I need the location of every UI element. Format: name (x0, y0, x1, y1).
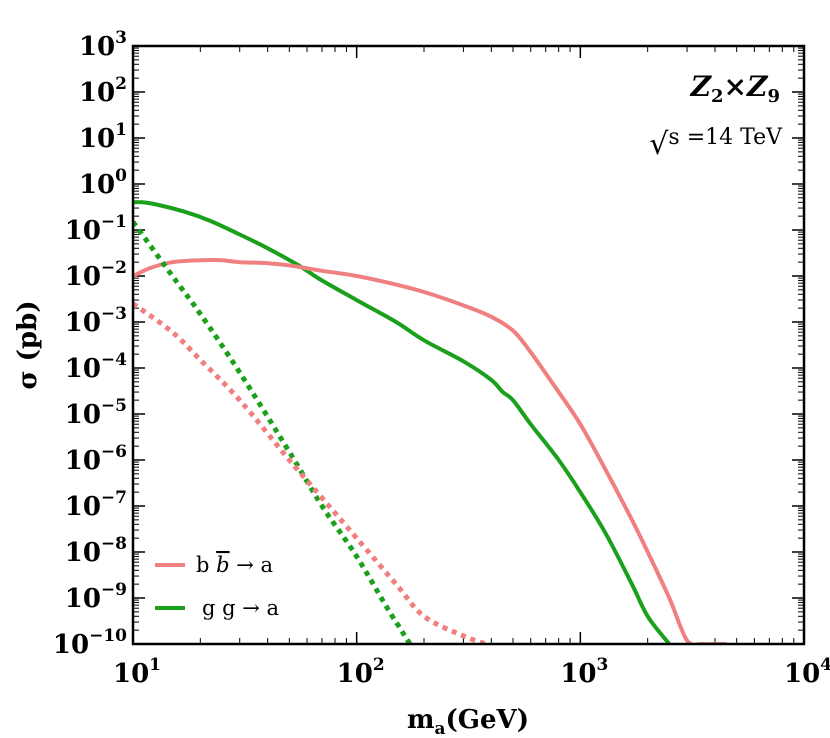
plot-frame (131, 44, 806, 646)
series-gg-dotted (133, 220, 454, 644)
y-tick-base: 10 (65, 308, 101, 338)
y-tick-exponent: −3 (101, 304, 127, 324)
y-tick-label: 10−9 (65, 580, 127, 614)
y-tick-label: 101 (79, 120, 127, 154)
y-tick-base: 10 (65, 400, 101, 430)
curves (133, 200, 727, 644)
y-tick-exponent: 0 (115, 166, 127, 186)
y-tick-label: 102 (79, 74, 127, 108)
legend-label-bb: b b → a (196, 553, 273, 577)
legend: b b → a g g → a (155, 553, 279, 620)
y-tick-exponent: −1 (101, 212, 127, 232)
legend-label-gg: g g → a (202, 596, 279, 620)
x-axis-title: ma(GeV) (407, 705, 529, 738)
x-tick-exponent: 3 (597, 655, 609, 675)
energy-s: s (668, 125, 679, 150)
x-axis-title-sub: a (434, 719, 445, 738)
y-tick-base: 10 (65, 584, 101, 614)
series-gg-solid (133, 200, 671, 644)
y-tick-base: 10 (79, 32, 115, 62)
y-tick-base: 10 (79, 78, 115, 108)
model-z1: Z (690, 70, 713, 103)
y-tick-exponent: −2 (101, 258, 127, 278)
legend-gg-text: g g → a (202, 596, 279, 620)
series-bb-dotted (133, 301, 488, 644)
x-tick-label: 101 (113, 655, 161, 689)
y-tick-base: 10 (65, 538, 101, 568)
y-tick-label: 10−4 (65, 350, 127, 384)
x-tick-label: 103 (560, 655, 608, 689)
y-tick-exponent: −5 (101, 396, 127, 416)
y-tick-exponent: −6 (101, 442, 127, 462)
x-tick-exponent: 1 (149, 655, 161, 675)
model-times: × (724, 70, 747, 103)
x-tick-base: 10 (784, 659, 820, 689)
y-tick-base: 10 (65, 492, 101, 522)
model-z2: Z (746, 70, 769, 103)
y-tick-exponent: −10 (89, 626, 127, 646)
model-annotation: Z2×Z9 (690, 70, 780, 107)
y-tick-label: 10−5 (65, 396, 127, 430)
x-tick-label: 102 (337, 655, 385, 689)
series-bb-solid (133, 257, 727, 644)
y-tick-exponent: −4 (101, 350, 127, 370)
x-tick-base: 10 (560, 659, 596, 689)
energy-annotation: √s =14 TeV (649, 125, 783, 162)
y-tick-label: 10−2 (65, 258, 127, 292)
y-tick-label: 10−1 (65, 212, 127, 246)
y-tick-label: 10−3 (65, 304, 127, 338)
y-tick-exponent: 2 (115, 74, 127, 94)
x-tick-base: 10 (337, 659, 373, 689)
y-tick-label: 10−8 (65, 534, 127, 568)
y-tick-base: 10 (65, 262, 101, 292)
energy-value: =14 TeV (680, 125, 783, 150)
y-tick-base: 10 (65, 446, 101, 476)
y-tick-label: 103 (79, 28, 127, 62)
y-tick-label: 10−10 (53, 626, 127, 660)
y-tick-label: 10−7 (65, 488, 127, 522)
x-tick-exponent: 2 (373, 655, 385, 675)
y-tick-base: 10 (53, 630, 89, 660)
model-s2: 9 (767, 86, 780, 107)
y-tick-base: 10 (79, 170, 115, 200)
y-tick-base: 10 (79, 124, 115, 154)
y-axis-title: σ (pb) (13, 300, 43, 389)
x-tick-exponent: 4 (820, 655, 830, 675)
legend-bb-b: b (196, 553, 216, 577)
sqrt-symbol: √ (649, 127, 669, 162)
y-tick-exponent: −7 (101, 488, 127, 508)
x-axis-title-unit: (GeV) (446, 705, 530, 735)
x-tick-base: 10 (113, 659, 149, 689)
y-tick-label: 10−6 (65, 442, 127, 476)
y-tick-label: 100 (79, 166, 127, 200)
x-tick-label: 104 (784, 655, 830, 689)
y-tick-exponent: −8 (101, 534, 127, 554)
legend-bb-arrow: → a (230, 553, 273, 577)
x-tick-labels: 101 102 103 104 (113, 655, 830, 689)
y-tick-exponent: 1 (115, 120, 127, 140)
y-tick-labels: 10310210110010−110−210−310−410−510−610−7… (53, 28, 127, 660)
legend-bb-bbar: b (216, 553, 229, 577)
y-tick-base: 10 (65, 354, 101, 384)
y-tick-base: 10 (65, 216, 101, 246)
y-tick-exponent: 3 (115, 28, 127, 48)
y-tick-exponent: −9 (101, 580, 127, 600)
model-s1: 2 (711, 86, 724, 107)
x-axis-title-main: m (407, 705, 435, 735)
